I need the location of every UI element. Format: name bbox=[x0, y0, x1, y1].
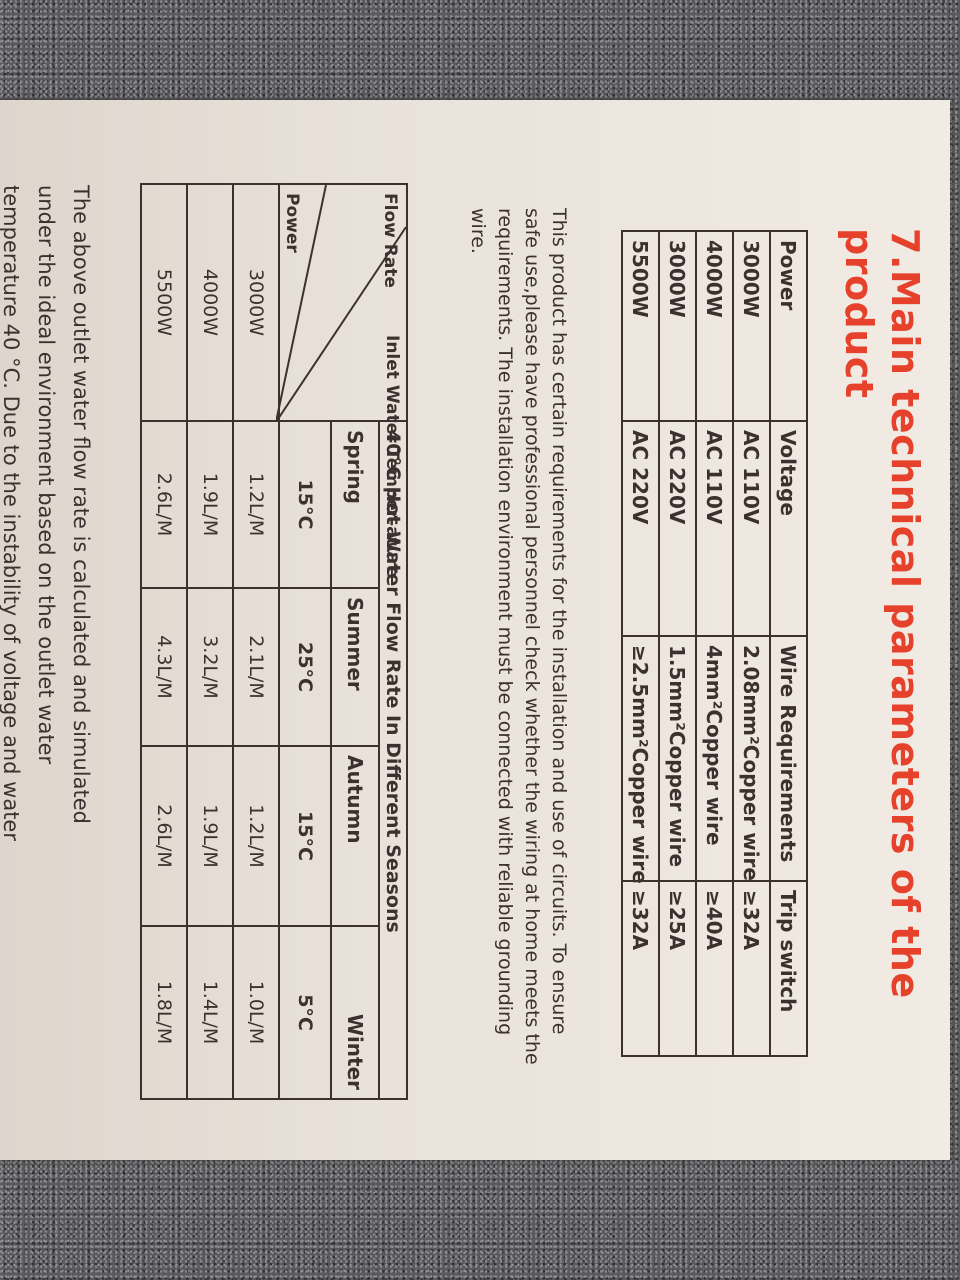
corner-label-temperature: Inlet Water Temper-ature bbox=[382, 335, 402, 578]
header-cell: Wire Requirements bbox=[770, 636, 807, 881]
cell: 1.9L/M bbox=[187, 746, 233, 926]
cell: 3000W bbox=[659, 231, 696, 421]
season-cell: Autumn bbox=[331, 746, 379, 926]
cell: 2.6L/M bbox=[141, 421, 187, 588]
cell: 4.3L/M bbox=[141, 588, 187, 746]
corner-label-flow-rate: Flow Rate bbox=[380, 193, 400, 288]
cell: 4000W bbox=[696, 231, 733, 421]
footnote-line: temperature 40 °C. Due to the instabilit… bbox=[0, 185, 23, 841]
cell: 2.6L/M bbox=[141, 746, 187, 926]
temp-cell: 15°C bbox=[279, 746, 331, 926]
cell: AC 220V bbox=[622, 421, 659, 636]
cell: AC 220V bbox=[659, 421, 696, 636]
cell: ≥32A bbox=[733, 881, 770, 1056]
cell: ≥2.5mm²Copper wire bbox=[622, 636, 659, 884]
cell: AC 110V bbox=[696, 421, 733, 636]
cell: 1.9L/M bbox=[187, 421, 233, 588]
power-cell: 5500W bbox=[141, 184, 187, 421]
cell: 5500W bbox=[622, 231, 659, 421]
section-title: 7.Main technical parameters of the produ… bbox=[837, 228, 927, 999]
cell: 1.5mm²Copper wire bbox=[659, 636, 696, 881]
footnote-line: under the ideal environment based on the… bbox=[34, 185, 58, 765]
table-row: 4000W AC 110V 4mm²Copper wire ≥40A bbox=[696, 231, 733, 1056]
footnote-line: The above outlet water flow rate is calc… bbox=[69, 185, 93, 824]
table-row: 4000W 1.9L/M 3.2L/M 1.9L/M 1.4L/M bbox=[187, 184, 233, 1100]
spec-header-row: Power Voltage Wire Requirements Trip swi… bbox=[770, 231, 807, 1056]
installation-note: This product has certain requirements fo… bbox=[467, 208, 570, 1065]
header-cell: Voltage bbox=[770, 421, 807, 636]
flow-rate-table: Inlet Water Temper-ature Flow Rate Power… bbox=[140, 183, 408, 1100]
cell: 1.2L/M bbox=[233, 421, 279, 588]
header-cell: Power bbox=[770, 231, 807, 421]
footnote: The above outlet water flow rate is calc… bbox=[0, 185, 98, 1145]
season-cell: Winter bbox=[331, 926, 379, 1100]
diagonal-lines bbox=[276, 185, 406, 422]
cell: 4mm²Copper wire bbox=[696, 636, 733, 881]
cell: 1.2L/M bbox=[233, 746, 279, 926]
season-cell: Spring bbox=[331, 421, 379, 588]
power-cell: 4000W bbox=[187, 184, 233, 421]
cell: 3000W bbox=[733, 231, 770, 421]
cell: AC 110V bbox=[733, 421, 770, 636]
corner-header-cell: Inlet Water Temper-ature Flow Rate Power bbox=[276, 184, 407, 578]
temp-cell: 5°C bbox=[279, 926, 331, 1100]
temp-cell: 15°C bbox=[279, 421, 331, 588]
table-row: 5500W AC 220V ≥2.5mm²Copper wire ≥32A bbox=[622, 231, 659, 1056]
cell: 3.2L/M bbox=[187, 588, 233, 746]
cell: ≥25A bbox=[659, 881, 696, 1056]
cell: 1.0L/M bbox=[233, 926, 279, 1100]
cell: ≥32A bbox=[622, 881, 659, 1056]
corner-label-power: Power bbox=[282, 193, 302, 253]
table-row: 5500W 2.6L/M 4.3L/M 2.6L/M 1.8L/M bbox=[141, 184, 187, 1100]
cell: 1.4L/M bbox=[187, 926, 233, 1100]
spec-table: Power Voltage Wire Requirements Trip swi… bbox=[621, 230, 808, 1057]
season-cell: Summer bbox=[331, 588, 379, 746]
cell: 1.8L/M bbox=[141, 926, 187, 1100]
table-row: 3000W 1.2L/M 2.1L/M 1.2L/M 1.0L/M bbox=[233, 184, 279, 1100]
table-row: 3000W AC 110V 2.08mm²Copper wire ≥32A bbox=[733, 231, 770, 1056]
header-cell: Trip switch bbox=[770, 881, 807, 1056]
power-cell: 3000W bbox=[233, 184, 279, 421]
cell: 2.1L/M bbox=[233, 588, 279, 746]
manual-page: 7.Main technical parameters of the produ… bbox=[0, 100, 950, 1160]
cell: 2.08mm²Copper wire bbox=[733, 636, 770, 881]
cell: ≥40A bbox=[696, 881, 733, 1056]
temp-cell: 25°C bbox=[279, 588, 331, 746]
table-row: 3000W AC 220V 1.5mm²Copper wire ≥25A bbox=[659, 231, 696, 1056]
